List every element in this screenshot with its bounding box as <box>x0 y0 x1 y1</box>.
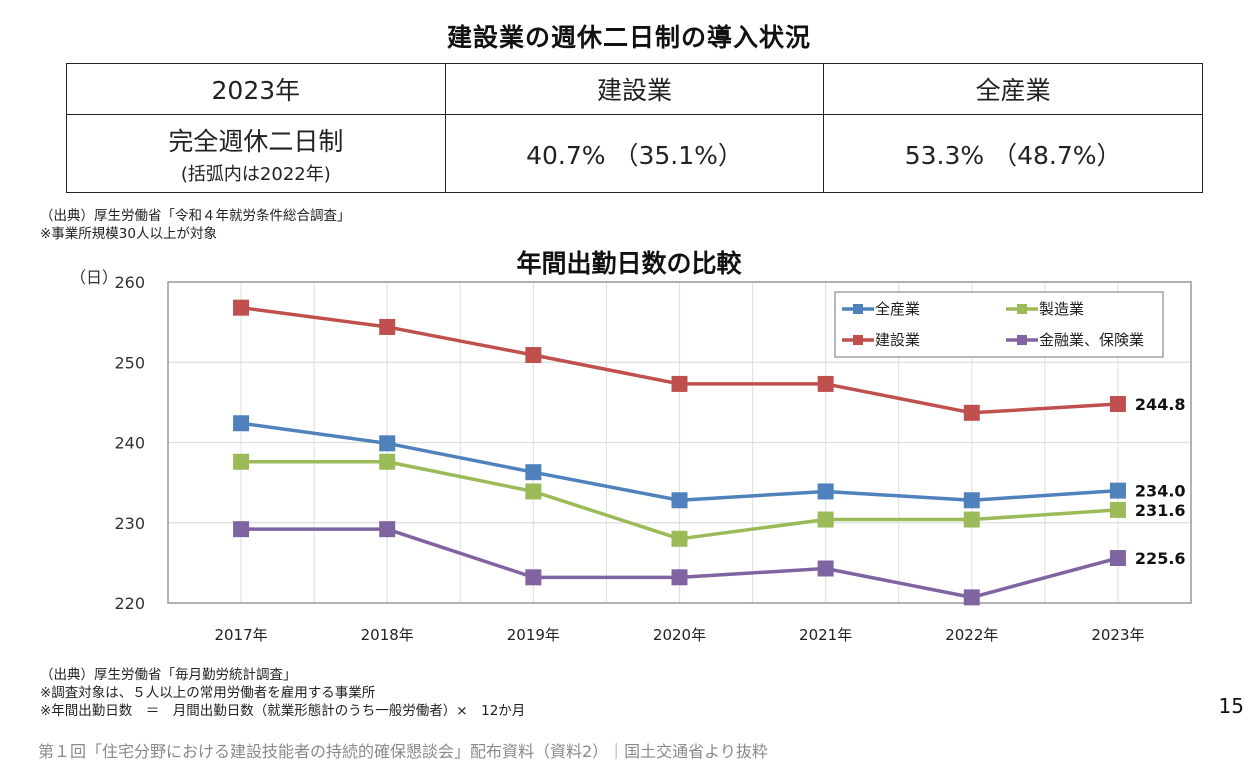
row-label: 完全週休二日制 <box>168 126 344 156</box>
series-3: 225.6 <box>233 521 1186 606</box>
chart-note-1: ※調査対象は、５人以上の常用労働者を雇用する事業所 <box>40 685 376 701</box>
x-tick-label: 2018年 <box>361 626 414 644</box>
legend-item: 全産業 <box>842 300 920 318</box>
data-point-marker <box>671 530 688 547</box>
data-point-marker <box>671 569 688 586</box>
x-tick-label: 2019年 <box>507 626 560 644</box>
y-axis-ticks: 220 230 240 250 260 <box>114 273 145 613</box>
data-point-marker <box>379 318 396 335</box>
x-tick-label: 2021年 <box>799 626 852 644</box>
all-industries-value: 53.3% （48.7%） <box>823 114 1203 193</box>
data-label: 234.0 <box>1135 482 1186 501</box>
data-point-marker <box>671 375 688 392</box>
data-label: 225.6 <box>1135 549 1186 568</box>
legend-label: 全産業 <box>875 300 920 318</box>
data-point-marker <box>963 404 980 421</box>
data-point-marker <box>963 511 980 528</box>
row-label-cell: 完全週休二日制 (括弧内は2022年) <box>66 114 446 193</box>
legend-label: 金融業、保険業 <box>1039 331 1144 349</box>
data-point-marker <box>233 521 250 538</box>
y-tick-label: 250 <box>114 353 145 372</box>
data-point-marker <box>963 492 980 509</box>
series-1: 231.6 <box>233 453 1186 547</box>
legend-label: 製造業 <box>1039 300 1084 318</box>
table-header-all-industries: 全産業 <box>823 63 1203 115</box>
data-label: 231.6 <box>1135 501 1186 520</box>
summary-title: 建設業の週休二日制の導入状況 <box>446 23 811 52</box>
legend-item: 製造業 <box>1006 300 1084 318</box>
data-point-marker <box>525 347 542 364</box>
y-tick-label: 260 <box>114 273 145 292</box>
x-tick-label: 2020年 <box>653 626 706 644</box>
data-point-marker <box>525 569 542 586</box>
data-point-marker <box>1109 395 1126 412</box>
legend-marker-icon <box>853 304 863 314</box>
data-point-marker <box>817 483 834 500</box>
x-axis-ticks: 2017年 2018年 2019年 2020年 2021年 2022年 2023年 <box>214 626 1144 644</box>
legend-item: 金融業、保険業 <box>1006 331 1144 349</box>
data-point-marker <box>379 521 396 538</box>
table-header-year: 2023年 <box>66 63 446 115</box>
data-point-marker <box>525 483 542 500</box>
data-point-marker <box>525 464 542 481</box>
data-point-marker <box>1109 550 1126 567</box>
table-row: 完全週休二日制 (括弧内は2022年) 40.7% （35.1%） 53.3% … <box>66 114 1203 193</box>
plot-area-frame <box>167 281 1192 604</box>
data-point-marker <box>379 435 396 452</box>
x-tick-label: 2023年 <box>1091 626 1144 644</box>
data-label: 244.8 <box>1135 395 1186 414</box>
y-axis-unit-label: （日） <box>70 268 118 287</box>
chart-note-2: ※年間出勤日数 ＝ 月間出勤日数（就業形態計のうち一般労働者）× 12か月 <box>40 703 526 719</box>
data-point-marker <box>817 511 834 528</box>
page-number: 15 <box>1218 694 1244 718</box>
series-2: 244.8 <box>233 299 1186 421</box>
legend-marker-icon <box>1017 335 1027 345</box>
data-point-marker <box>233 415 250 432</box>
legend-marker-icon <box>1017 304 1027 314</box>
data-point-marker <box>817 560 834 577</box>
legend-box <box>834 291 1164 358</box>
summary-table: 2023年 建設業 全産業 完全週休二日制 (括弧内は2022年) 40.7% … <box>66 63 1203 193</box>
y-tick-label: 220 <box>114 594 145 613</box>
x-tick-label: 2022年 <box>945 626 998 644</box>
chart-source: （出典）厚生労働省「毎月勤労統計調査」 <box>40 667 297 683</box>
legend-item: 建設業 <box>842 331 920 349</box>
x-tick-label: 2017年 <box>214 626 267 644</box>
series-0: 234.0 <box>233 415 1186 509</box>
data-point-marker <box>233 453 250 470</box>
legend-label: 建設業 <box>875 331 920 349</box>
summary-note: ※事業所規模30人以上が対象 <box>40 226 217 242</box>
data-point-marker <box>1109 482 1126 499</box>
construction-value: 40.7% （35.1%） <box>444 114 825 193</box>
data-point-marker <box>233 299 250 316</box>
data-point-marker <box>671 492 688 509</box>
y-tick-label: 230 <box>114 514 145 533</box>
credit-line: 第１回「住宅分野における建設技能者の持続的確保懇談会」配布資料（資料2）｜国土交… <box>38 742 768 761</box>
data-point-marker <box>963 589 980 606</box>
data-point-marker <box>817 375 834 392</box>
data-point-marker <box>1109 501 1126 518</box>
data-point-marker <box>379 453 396 470</box>
row-sublabel: (括弧内は2022年) <box>180 163 331 185</box>
chart-title: 年間出勤日数の比較 <box>516 249 742 278</box>
y-tick-label: 240 <box>114 434 145 453</box>
summary-source: （出典）厚生労働省「令和４年就労条件総合調査」 <box>40 208 351 224</box>
legend-marker-icon <box>853 335 863 345</box>
